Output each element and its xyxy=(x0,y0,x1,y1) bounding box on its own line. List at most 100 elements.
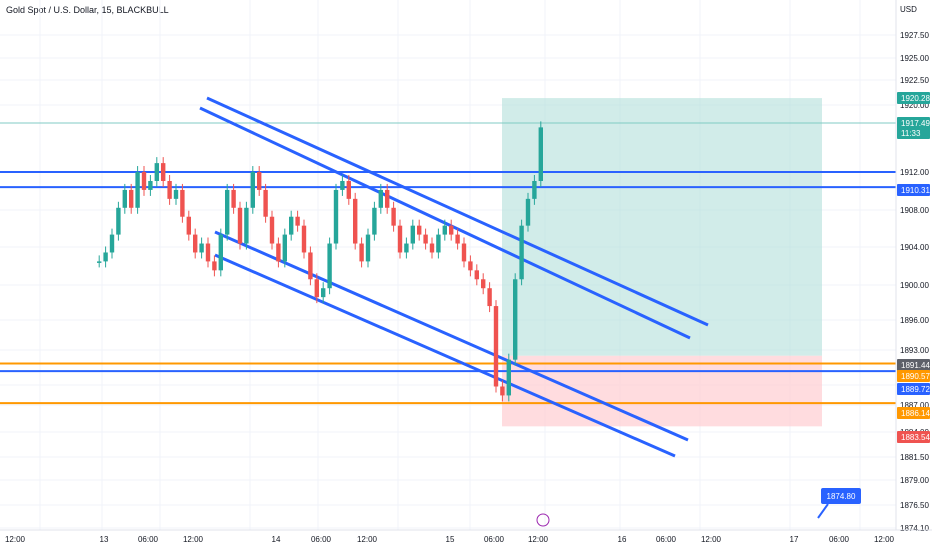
candle-body xyxy=(391,207,396,226)
lightning-icon xyxy=(536,513,550,527)
candle-body xyxy=(141,172,147,190)
candle-body xyxy=(506,359,511,396)
candle-body xyxy=(423,234,428,244)
time-axis-label: 14 xyxy=(272,535,281,544)
candle-body xyxy=(135,172,140,208)
channel-line xyxy=(214,253,676,458)
candle-body xyxy=(519,225,524,280)
candle-body xyxy=(385,189,390,208)
candle-body xyxy=(282,234,287,262)
time-axis-label: 15 xyxy=(446,535,455,544)
candle-body xyxy=(314,279,319,298)
candle-body xyxy=(225,189,230,235)
price-axis-label: 1881.50 xyxy=(900,453,929,462)
time-axis-label: 16 xyxy=(618,535,627,544)
candle-body xyxy=(180,189,185,217)
time-axis-label: 13 xyxy=(100,535,109,544)
candle-body xyxy=(244,207,249,244)
candle-body xyxy=(474,270,479,280)
candle-body xyxy=(173,189,179,199)
price-axis-label: 1912.00 xyxy=(900,168,929,177)
price-badge-label: 1891.44 xyxy=(901,361,930,370)
time-axis-label: 12:00 xyxy=(183,535,204,544)
candle-body xyxy=(468,261,473,271)
candle-body xyxy=(493,306,499,387)
candle-body xyxy=(295,216,300,226)
price-axis-label: 1920.00 xyxy=(900,101,929,110)
candle-body xyxy=(365,234,371,262)
price-axis-label: 1879.00 xyxy=(900,476,929,485)
candle-body xyxy=(109,234,115,253)
candle-body xyxy=(513,279,518,360)
time-axis-label: 12:00 xyxy=(357,535,378,544)
price-badge-label: 1883.54 xyxy=(901,433,930,442)
callout-pointer xyxy=(817,503,829,519)
candle-body xyxy=(231,189,236,208)
candle-body xyxy=(154,163,159,181)
price-badge-label: 1917.49 xyxy=(901,119,930,128)
price-badge-label: 1889.72 xyxy=(901,385,930,394)
candle-body xyxy=(218,234,223,271)
candle-body xyxy=(263,189,268,217)
time-axis-label: 06:00 xyxy=(311,535,332,544)
price-badge xyxy=(897,184,930,196)
time-axis-label: 12:00 xyxy=(5,535,26,544)
price-badge-label: 1920.28 xyxy=(901,94,930,103)
price-axis-label: 1876.50 xyxy=(900,501,929,510)
candle-body xyxy=(481,279,486,289)
candle-body xyxy=(186,216,191,235)
candle-body xyxy=(436,234,441,253)
price-badge xyxy=(897,431,930,443)
candle-body xyxy=(417,225,422,235)
candle-body xyxy=(340,180,345,190)
price-badge-label: 1886.14 xyxy=(901,409,930,418)
channel-line xyxy=(206,96,709,327)
candle-body xyxy=(372,207,377,235)
price-badge-label: 1910.31 xyxy=(901,186,930,195)
price-axis-label: 1887.00 xyxy=(900,401,929,410)
candle-body xyxy=(97,261,102,263)
price-callout xyxy=(821,488,861,504)
candle-body xyxy=(455,234,460,244)
price-axis-label: 1908.00 xyxy=(900,206,929,215)
candle-body xyxy=(122,189,127,208)
price-badge xyxy=(897,359,930,371)
price-axis-unit: USD xyxy=(900,5,917,14)
chart-title: Gold Spot / U.S. Dollar, 15, BLACKBULL xyxy=(6,5,169,15)
price-callout-label: 1874.80 xyxy=(827,492,856,501)
candle-body xyxy=(397,225,403,253)
candle-body xyxy=(269,216,275,244)
candle-body xyxy=(378,189,383,208)
candle-body xyxy=(449,225,454,235)
time-axis-label: 06:00 xyxy=(138,535,159,544)
candle-body xyxy=(116,207,121,235)
price-axis-label: 1904.00 xyxy=(900,243,929,252)
candle-body xyxy=(308,252,313,280)
time-axis-label: 06:00 xyxy=(484,535,505,544)
candle-body xyxy=(205,243,211,262)
take-profit-zone xyxy=(502,98,822,356)
price-badge xyxy=(897,117,930,139)
candle-body xyxy=(333,189,339,244)
price-axis-label: 1900.00 xyxy=(900,281,929,290)
price-badge xyxy=(897,370,930,382)
candle-body xyxy=(538,127,543,181)
candle-body xyxy=(237,207,243,244)
candle-body xyxy=(250,172,255,208)
price-badge xyxy=(897,92,930,104)
candle-body xyxy=(289,216,294,235)
price-badge xyxy=(897,383,930,395)
candle-body xyxy=(500,386,505,396)
candle-body xyxy=(525,198,531,226)
candle-body xyxy=(276,243,281,262)
price-badge-countdown: 11:33 xyxy=(901,129,921,138)
candle-body xyxy=(161,163,166,181)
channel-line xyxy=(214,230,689,442)
time-axis-label: 17 xyxy=(790,535,799,544)
candle-body xyxy=(212,261,217,271)
candle-body xyxy=(346,180,351,199)
candle-body xyxy=(353,198,358,244)
candle-body xyxy=(301,225,307,253)
price-axis-label: 1925.00 xyxy=(900,54,929,63)
